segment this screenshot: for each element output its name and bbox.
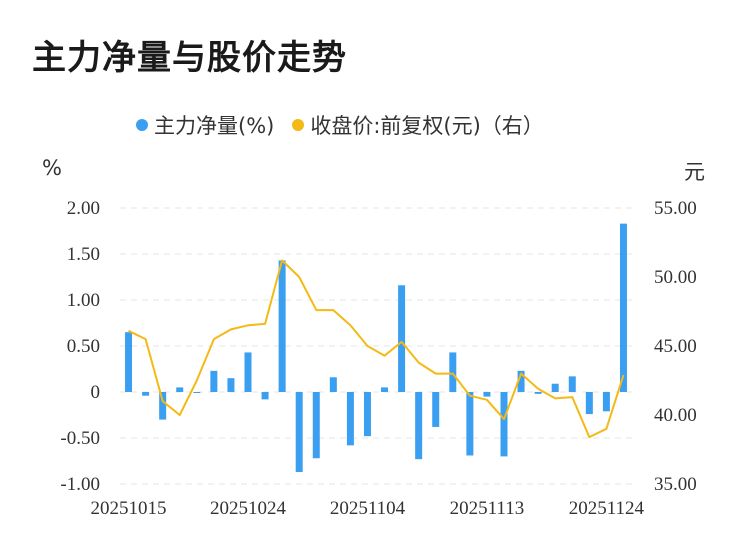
y-right-tick-label: 55.00 <box>654 198 697 219</box>
x-tick-label: 20251113 <box>450 498 525 519</box>
right-axis-unit: 元 <box>684 160 705 184</box>
legend-dot-line <box>292 119 305 131</box>
legend-label-line: 收盘价:前复权(元)（右） <box>310 114 544 138</box>
x-tick-label: 20251015 <box>91 498 167 519</box>
y-left-tick-label: -1.00 <box>60 474 100 495</box>
y-left-tick-label: 2.00 <box>67 198 100 219</box>
bar <box>193 392 201 393</box>
bar <box>244 352 252 392</box>
y-right-tick-label: 40.00 <box>654 405 697 426</box>
y-left-tick-label: 0 <box>91 382 101 403</box>
x-tick-label: 20251104 <box>330 498 406 519</box>
x-tick-label: 20251124 <box>569 498 645 519</box>
y-left-tick-label: -0.50 <box>60 428 100 449</box>
bar <box>619 223 627 392</box>
bar <box>363 392 371 437</box>
bar <box>568 376 576 392</box>
bar <box>449 352 457 392</box>
bar <box>159 392 167 420</box>
bar <box>295 392 303 473</box>
bar <box>176 387 184 392</box>
bar <box>432 392 440 427</box>
y-left-tick-label: 1.50 <box>67 244 100 265</box>
bar <box>381 387 389 392</box>
legend-item-price[interactable]: 收盘价:前复权(元)（右） <box>292 110 544 140</box>
bar <box>551 383 559 392</box>
bar <box>585 392 593 415</box>
x-tick-label: 20251024 <box>210 498 287 519</box>
price-line <box>128 259 625 439</box>
legend: 主力净量(%) 收盘价:前复权(元)（右） <box>136 110 562 140</box>
bar <box>329 377 337 392</box>
bar <box>210 370 218 392</box>
bar <box>261 392 269 400</box>
legend-label-bar: 主力净量(%) <box>154 114 275 138</box>
chart-title: 主力净量与股价走势 <box>32 38 347 78</box>
bar <box>278 260 286 392</box>
bar <box>534 392 542 394</box>
bar <box>346 392 354 446</box>
left-axis-unit: % <box>42 156 62 180</box>
y-right-tick-label: 50.00 <box>654 267 697 288</box>
bar <box>415 392 423 460</box>
y-right-tick-label: 35.00 <box>654 474 697 495</box>
bar <box>602 392 610 412</box>
bar <box>483 392 491 397</box>
bar <box>500 392 508 457</box>
y-left-tick-label: 1.00 <box>67 290 100 311</box>
bar <box>125 332 133 392</box>
y-right-tick-label: 45.00 <box>654 336 697 357</box>
bar <box>466 392 474 456</box>
bar <box>398 285 406 392</box>
bar <box>227 378 235 392</box>
bar <box>312 392 320 459</box>
y-left-tick-label: 0.50 <box>67 336 100 357</box>
bar <box>142 392 150 396</box>
legend-item-net-flow[interactable]: 主力净量(%) <box>136 110 274 140</box>
legend-dot-bar <box>136 119 148 131</box>
bar <box>517 370 525 392</box>
